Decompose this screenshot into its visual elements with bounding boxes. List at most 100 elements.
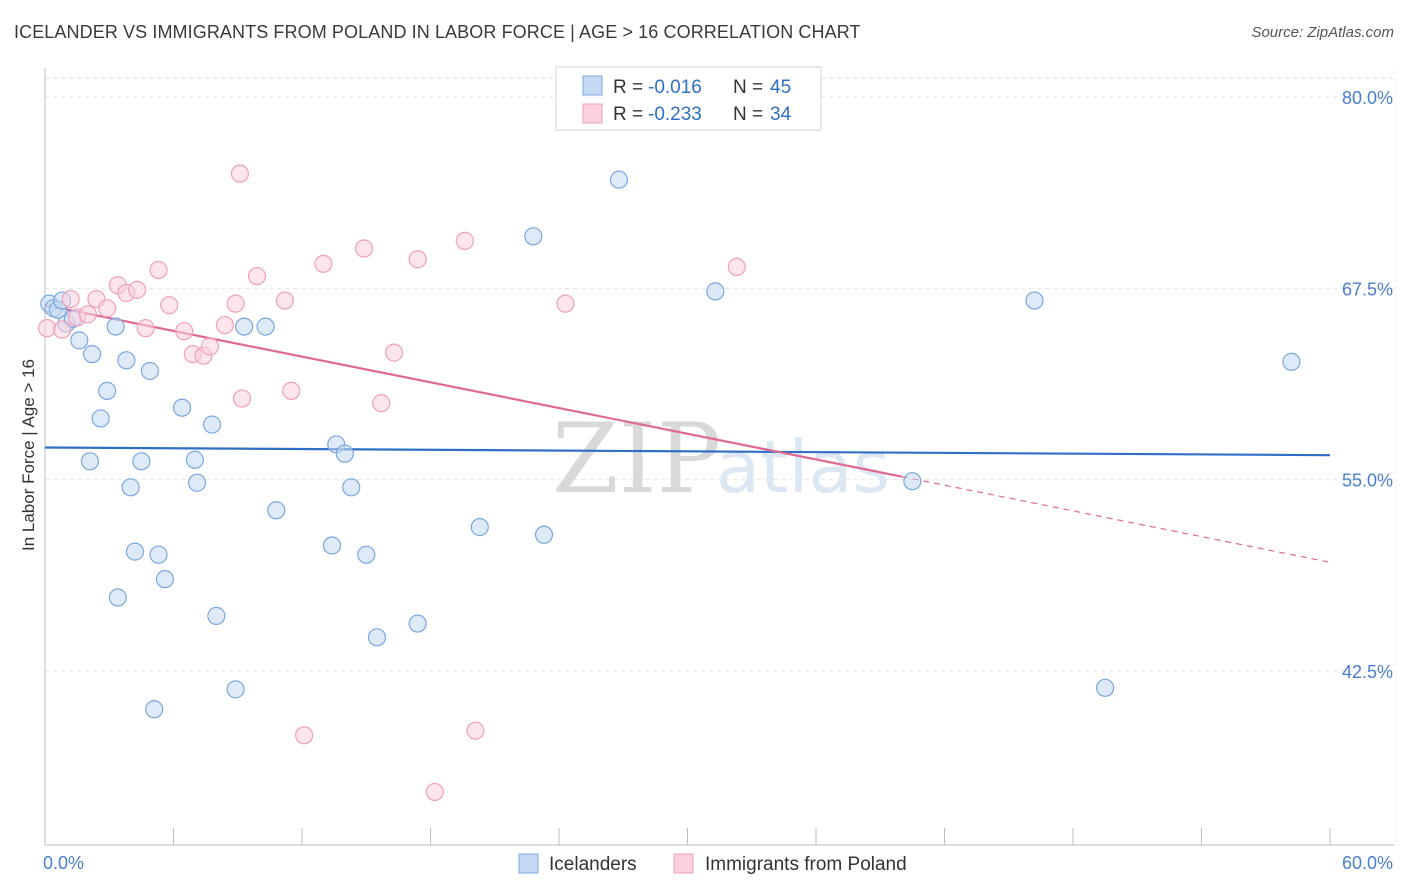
point-icelanders-22 (185, 450, 205, 469)
point-icelanders-30 (322, 536, 342, 555)
point-poland-12 (160, 296, 179, 315)
point-icelanders-19 (149, 545, 168, 564)
watermark-atlas: atlas (716, 425, 890, 509)
watermark: ZIP atlas (552, 403, 890, 515)
point-poland-13 (175, 322, 194, 341)
point-icelanders-13 (117, 351, 136, 370)
y-axis-title: In Labor Force | Age > 16 (19, 359, 38, 551)
point-poland-24 (295, 726, 314, 745)
data-points (38, 164, 1301, 802)
bottom-legend: Icelanders Immigrants from Poland (518, 853, 907, 875)
point-icelanders-37 (470, 518, 489, 537)
top-legend: R = -0.016 N = 45 R = -0.233 N = 34 (555, 66, 822, 131)
point-icelanders-17 (140, 361, 160, 381)
legend-r-label-icelanders: R = (613, 77, 643, 98)
point-icelanders-8 (80, 452, 100, 471)
point-icelanders-14 (121, 478, 140, 497)
point-icelanders-24 (202, 415, 222, 434)
point-icelanders-34 (357, 545, 376, 564)
watermark-zip: ZIP (552, 403, 721, 515)
legend-n-label-icelanders: N = (733, 77, 763, 98)
y-tick-label-0: 42.5% (1342, 662, 1393, 682)
point-icelanders-33 (342, 478, 361, 497)
point-icelanders-40 (609, 170, 629, 189)
point-poland-29 (408, 250, 427, 269)
point-poland-1 (53, 320, 72, 339)
x-tick-labels: 0.0% 60.0% (43, 853, 1393, 873)
trend-lines (44, 304, 1331, 563)
point-poland-32 (466, 721, 485, 740)
point-poland-22 (275, 291, 294, 310)
point-icelanders-7 (83, 345, 102, 364)
point-poland-6 (98, 299, 117, 318)
point-icelanders-38 (524, 227, 543, 246)
point-poland-25 (314, 254, 333, 273)
x-tick-label-1: 60.0% (1342, 853, 1393, 873)
point-poland-16 (200, 337, 220, 356)
legend-r-value-icelanders: -0.016 (648, 77, 702, 98)
point-icelanders-42 (903, 472, 922, 491)
bottom-legend-label-icelanders: Icelanders (549, 854, 637, 875)
y-tick-labels: 42.5% 55.0% 67.5% 80.0% (1342, 88, 1393, 682)
y-tick-label-3: 80.0% (1342, 88, 1393, 108)
legend-r-value-poland: -0.233 (648, 104, 702, 125)
point-icelanders-32 (335, 444, 354, 463)
chart-title: ICELANDER VS IMMIGRANTS FROM POLAND IN L… (14, 22, 861, 42)
point-icelanders-43 (1025, 291, 1044, 310)
point-icelanders-18 (145, 700, 164, 719)
point-icelanders-16 (132, 452, 151, 471)
y-tick-label-2: 67.5% (1342, 279, 1393, 299)
point-icelanders-20 (155, 570, 175, 589)
point-icelanders-26 (226, 680, 245, 699)
point-poland-4 (78, 305, 97, 324)
point-icelanders-9 (91, 409, 110, 428)
point-icelanders-44 (1282, 352, 1301, 371)
bottom-legend-label-poland: Immigrants from Poland (705, 854, 907, 875)
legend-n-value-poland: 34 (770, 104, 792, 125)
point-icelanders-25 (207, 606, 226, 625)
point-icelanders-10 (98, 381, 117, 400)
point-poland-26 (355, 239, 374, 258)
point-icelanders-11 (106, 317, 125, 336)
legend-r-label-poland: R = (613, 104, 643, 125)
point-icelanders-15 (125, 542, 145, 561)
point-poland-19 (232, 389, 252, 408)
point-poland-20 (230, 164, 249, 183)
trend-line-dashed-poland (901, 476, 1331, 563)
point-poland-2 (61, 289, 80, 309)
point-poland-21 (247, 266, 267, 286)
legend-swatch-poland (582, 103, 603, 124)
point-icelanders-39 (534, 525, 554, 544)
point-icelanders-28 (256, 317, 275, 336)
point-poland-27 (372, 394, 391, 413)
point-icelanders-41 (706, 282, 725, 301)
point-poland-23 (282, 381, 301, 400)
point-icelanders-12 (108, 588, 127, 607)
point-poland-34 (727, 257, 746, 277)
legend-n-label-poland: N = (733, 104, 763, 125)
point-poland-31 (455, 231, 474, 250)
point-icelanders-36 (408, 614, 427, 633)
point-poland-17 (215, 315, 234, 335)
axes (44, 68, 1395, 846)
point-poland-28 (384, 343, 404, 362)
point-poland-10 (136, 319, 155, 338)
bottom-legend-swatch-poland (673, 853, 694, 874)
point-poland-9 (127, 280, 147, 299)
bottom-legend-swatch-icelanders (518, 853, 539, 874)
point-icelanders-35 (367, 628, 387, 647)
point-icelanders-29 (267, 501, 286, 520)
point-poland-0 (38, 319, 57, 338)
chart-source: Source: ZipAtlas.com (1251, 24, 1394, 41)
x-tick-label-0: 0.0% (43, 853, 84, 873)
point-poland-18 (226, 294, 245, 313)
point-icelanders-21 (172, 398, 192, 417)
y-tick-label-1: 55.0% (1342, 471, 1393, 491)
point-icelanders-45 (1096, 678, 1115, 697)
point-icelanders-27 (235, 317, 254, 336)
point-poland-33 (556, 294, 575, 313)
point-poland-30 (425, 782, 444, 802)
point-icelanders-6 (70, 331, 89, 350)
trend-line-icelanders (44, 446, 1331, 457)
